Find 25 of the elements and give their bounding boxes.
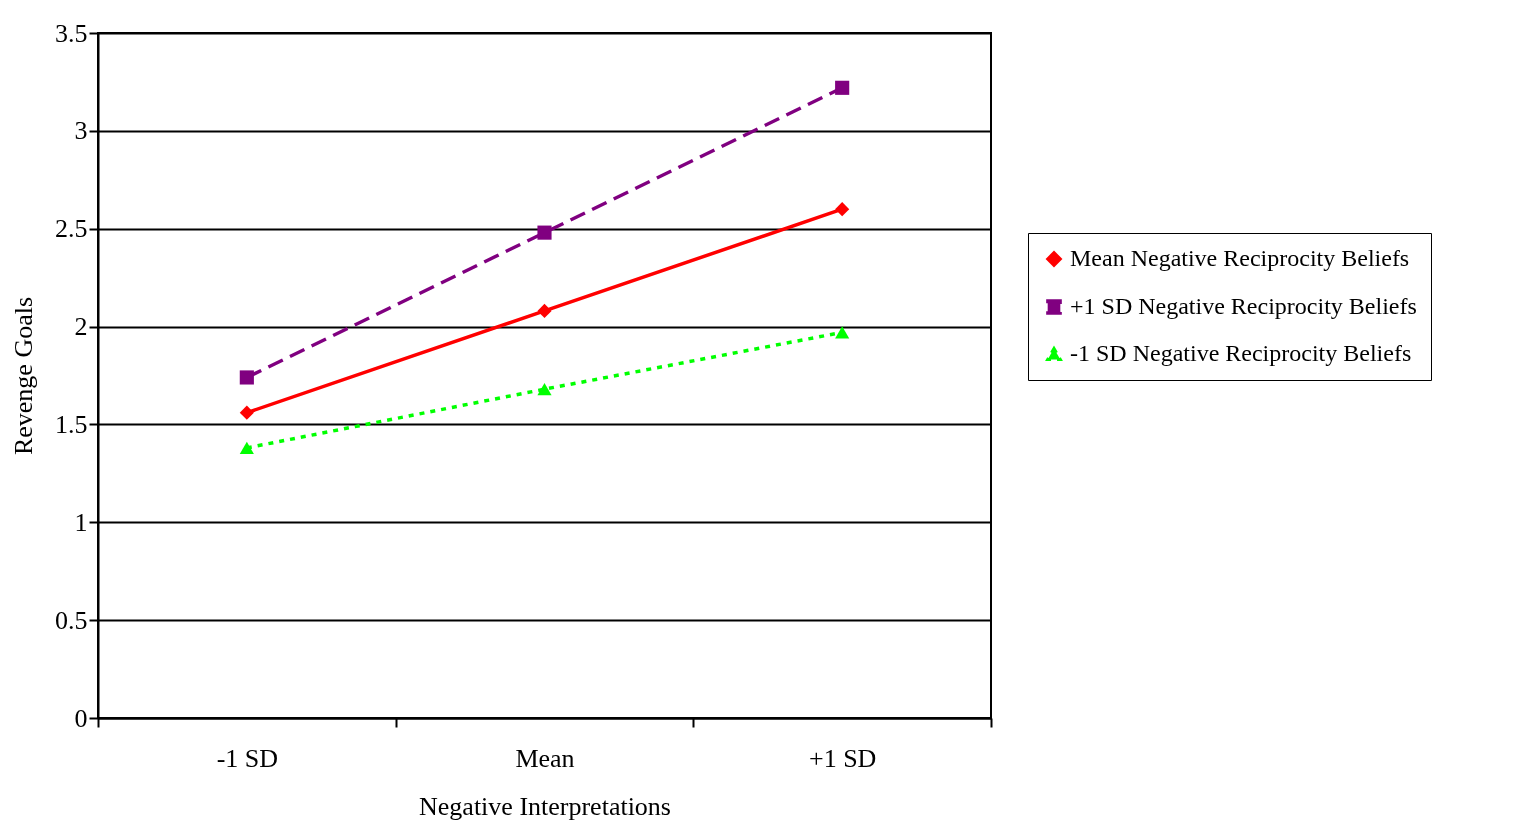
- y-axis-title: Revenge Goals: [9, 296, 38, 456]
- x-tick-label: Mean: [515, 743, 575, 773]
- x-tick-label: -1 SD: [216, 743, 279, 773]
- point: [239, 405, 254, 420]
- legend-label: +1 SD Negative Reciprocity Beliefs: [1070, 293, 1417, 319]
- legend-label: -1 SD Negative Reciprocity Beliefs: [1070, 340, 1412, 366]
- y-tick-label: 3: [74, 116, 88, 146]
- point: [537, 225, 552, 240]
- x-tick-label: +1 SD: [808, 743, 877, 773]
- y-tick-label: 2.5: [55, 214, 88, 244]
- point: [537, 303, 552, 318]
- x-axis-title: Negative Interpretations: [419, 791, 671, 821]
- y-tick-label: 3.5: [55, 18, 88, 48]
- point: [835, 326, 850, 339]
- point: [537, 383, 552, 396]
- y-tick-label: 0.5: [55, 605, 88, 635]
- point: [835, 80, 850, 95]
- point: [239, 441, 254, 455]
- y-tick-label: 0: [74, 703, 88, 733]
- legend-label: Mean Negative Reciprocity Beliefs: [1070, 245, 1410, 271]
- y-tick-label: 1: [74, 507, 88, 537]
- y-tick-label: 1.5: [55, 409, 88, 439]
- y-tick-label: 2: [74, 312, 88, 342]
- point: [835, 202, 850, 217]
- point: [239, 370, 254, 385]
